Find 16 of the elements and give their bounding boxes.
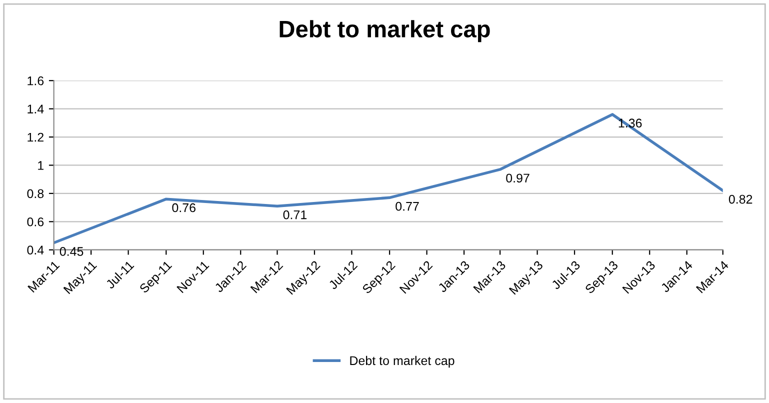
y-tick-label: 1 [38, 161, 44, 170]
y-tick-label: 0.4 [27, 246, 44, 255]
data-label: 0.82 [728, 194, 752, 204]
data-label: 0.45 [60, 247, 84, 256]
y-tick-label: 1.6 [28, 76, 44, 86]
data-label: 0.77 [396, 202, 419, 211]
data-label: 0.71 [283, 210, 307, 220]
y-tick-label: 0.6 [27, 217, 44, 226]
chart-title: Debt to market cap [280, 20, 490, 42]
y-tick-label: 1.4 [28, 104, 44, 114]
legend-label: Debt to market cap [350, 356, 454, 368]
line-series [54, 113, 723, 244]
data-label: 0.76 [172, 203, 196, 212]
data-label: 0.97 [506, 174, 530, 183]
y-tick-label: 1.2 [28, 132, 44, 142]
y-tick-label: 0.8 [27, 189, 44, 198]
